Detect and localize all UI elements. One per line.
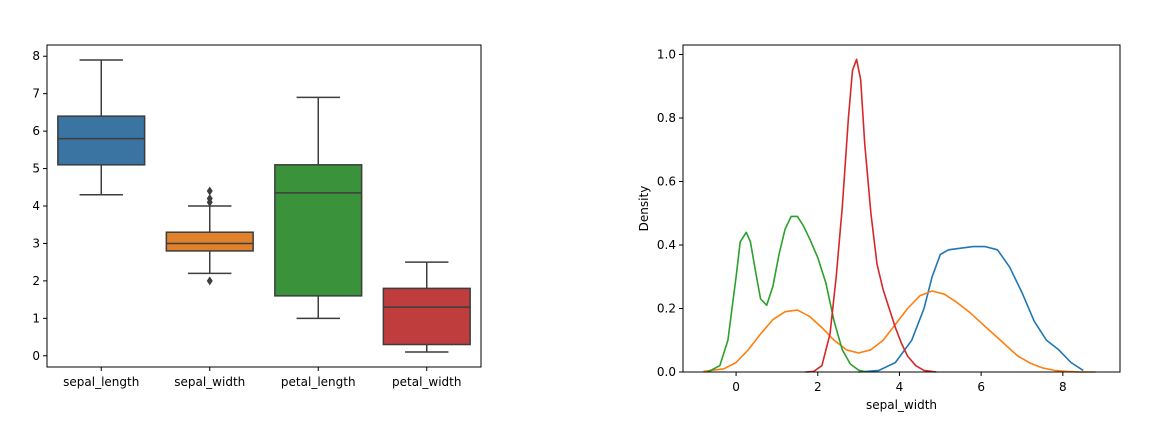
x-tick-label: sepal_length bbox=[63, 375, 139, 389]
outlier-marker bbox=[206, 186, 213, 196]
x-tick-label: petal_width bbox=[392, 375, 461, 389]
density-line-1 bbox=[703, 290, 1096, 373]
y-tick-label: 7 bbox=[32, 87, 40, 101]
density-chart: 0 2 4 6 8 0.0 0.2 0.4 0.6 0.8 1.0 sepal_width Densit… bbox=[637, 44, 1121, 412]
plot-frame bbox=[682, 44, 1121, 373]
y-tick-label: 0.8 bbox=[657, 111, 676, 125]
y-tick-label: 0.4 bbox=[657, 238, 676, 252]
density-line-2 bbox=[707, 215, 867, 373]
y-tick-label: 1.0 bbox=[657, 48, 676, 62]
x-tick-label: 4 bbox=[896, 380, 904, 394]
density-line-0 bbox=[858, 245, 1084, 373]
y-tick-label: 2 bbox=[32, 274, 40, 288]
x-tick-label: petal_length bbox=[281, 375, 356, 389]
y-tick-label: 5 bbox=[32, 162, 40, 176]
y-tick-label: 0 bbox=[32, 349, 40, 363]
y-tick-label: 0.6 bbox=[657, 175, 676, 189]
y-tick-label: 4 bbox=[32, 199, 40, 213]
y-axis-title: Density bbox=[637, 186, 651, 232]
plot-frame bbox=[46, 44, 482, 368]
box-sepal_width bbox=[165, 186, 254, 286]
box-iqr bbox=[165, 231, 254, 252]
box-iqr bbox=[274, 164, 363, 297]
y-tick-label: 8 bbox=[32, 49, 40, 63]
density-line-3 bbox=[805, 58, 937, 373]
y-tick-label: 6 bbox=[32, 124, 40, 138]
y-tick-label: 0.2 bbox=[657, 302, 676, 316]
outlier-marker bbox=[206, 276, 213, 286]
y-tick-label: 3 bbox=[32, 236, 40, 250]
box-petal_length bbox=[274, 96, 363, 320]
box-iqr bbox=[382, 287, 471, 346]
x-tick-label: 2 bbox=[814, 380, 822, 394]
x-tick-label: 8 bbox=[1059, 380, 1067, 394]
outlier-marker bbox=[206, 194, 213, 204]
box-sepal_length bbox=[57, 59, 146, 196]
box-iqr bbox=[57, 115, 146, 166]
x-tick-label: 6 bbox=[977, 380, 985, 394]
x-tick-label: 0 bbox=[732, 380, 740, 394]
y-tick-label: 0.0 bbox=[657, 365, 676, 379]
x-axis-title: sepal_width bbox=[866, 398, 937, 412]
box-petal_width bbox=[382, 261, 471, 353]
boxplot-chart: sepal_length sepal_width petal_length petal… bbox=[32, 44, 482, 389]
y-tick-label: 1 bbox=[32, 311, 40, 325]
x-tick-label: sepal_width bbox=[174, 375, 245, 389]
